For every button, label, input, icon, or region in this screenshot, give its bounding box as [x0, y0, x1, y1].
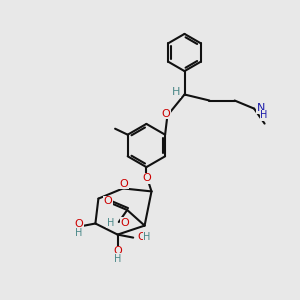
Text: O: O: [103, 196, 112, 206]
Text: O: O: [142, 173, 151, 184]
Text: H: H: [143, 232, 150, 242]
Text: O: O: [137, 232, 146, 242]
Text: O: O: [161, 109, 170, 119]
Text: N: N: [256, 103, 265, 113]
Text: H: H: [107, 218, 114, 228]
Text: O: O: [74, 219, 83, 229]
Text: H: H: [114, 254, 121, 264]
Text: O: O: [113, 246, 122, 256]
Text: H: H: [172, 87, 180, 97]
Text: H: H: [75, 228, 82, 238]
Text: O: O: [121, 218, 129, 228]
Text: H: H: [260, 110, 267, 120]
Text: O: O: [119, 179, 128, 189]
